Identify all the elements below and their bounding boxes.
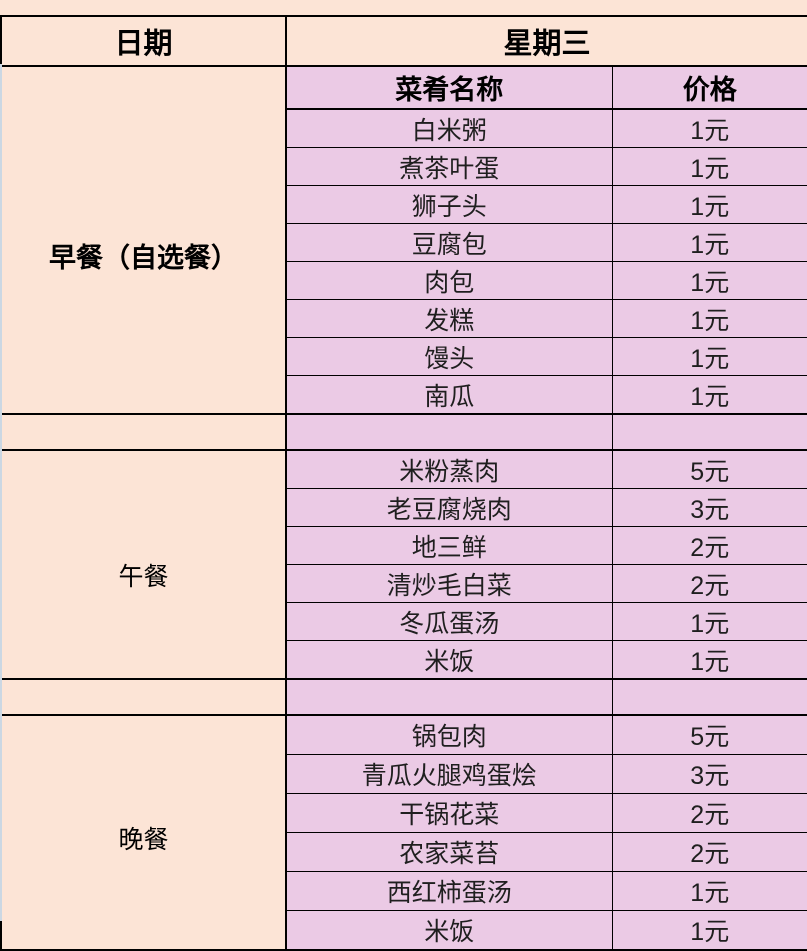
menu-row: 清炒毛白菜 2元: [1, 564, 807, 603]
dish-name-cell: 冬瓜蛋汤: [286, 602, 613, 641]
dish-name-cell: 肉包: [286, 261, 613, 300]
separator-row: [1, 678, 807, 716]
price-cell: 1元: [612, 261, 807, 300]
dish-name-cell: 豆腐包: [286, 223, 613, 262]
subheader-row: 早餐（自选餐） 菜肴名称 价格: [1, 66, 807, 414]
price-cell: 1元: [612, 185, 807, 224]
price-cell: 1元: [612, 375, 807, 415]
price-cell: 3元: [612, 488, 807, 527]
dish-name-cell: 馒头: [286, 337, 613, 376]
price-cell: 2元: [612, 793, 807, 833]
dish-name-cell: 米粉蒸肉: [286, 449, 613, 489]
menu-row: 地三鲜 2元: [1, 526, 807, 565]
header-row: 日期 星期三: [1, 16, 807, 67]
menu-row: 南瓜 1元: [1, 375, 807, 415]
section-dinner-cell: 晚餐: [1, 714, 287, 951]
dish-name-cell: 清炒毛白菜: [286, 564, 613, 603]
menu-row: 白米粥 1元: [1, 108, 807, 148]
section-lunch-cell: 午餐: [1, 449, 287, 680]
menu-row: 午餐 米粉蒸肉 5元: [1, 449, 807, 680]
dish-name-cell: 锅包肉: [286, 714, 613, 755]
dish-name-cell: 白米粥: [286, 108, 613, 148]
dish-name-cell: 干锅花菜: [286, 793, 613, 833]
price-cell: 5元: [612, 449, 807, 489]
dish-name-cell: 青瓜火腿鸡蛋烩: [286, 754, 613, 794]
dish-name-cell: 米饭: [286, 910, 613, 951]
menu-row: 冬瓜蛋汤 1元: [1, 602, 807, 641]
menu-row: 干锅花菜 2元: [1, 793, 807, 833]
menu-row: 煮茶叶蛋 1元: [1, 147, 807, 186]
menu-row: 肉包 1元: [1, 261, 807, 300]
weekday-header-cell: 星期三: [286, 16, 807, 67]
price-cell: 2元: [612, 564, 807, 603]
date-header-cell: 日期: [1, 16, 287, 67]
dish-name-cell: 狮子头: [286, 185, 613, 224]
dish-name-cell: 南瓜: [286, 375, 613, 415]
section-breakfast-cell: 早餐（自选餐）: [1, 66, 287, 414]
dish-name-cell: 煮茶叶蛋: [286, 147, 613, 186]
price-cell: 2元: [612, 832, 807, 872]
menu-row: 豆腐包 1元: [1, 223, 807, 262]
price-cell: 3元: [612, 754, 807, 794]
menu-row: 晚餐 锅包肉 5元: [1, 714, 807, 951]
price-cell: 1元: [612, 910, 807, 951]
dish-name-cell: 老豆腐烧肉: [286, 488, 613, 527]
menu-row: 馒头 1元: [1, 337, 807, 376]
dish-column-header: 菜肴名称: [286, 66, 613, 110]
price-cell: 1元: [612, 337, 807, 376]
menu-row: 发糕 1元: [1, 299, 807, 338]
menu-row: 狮子头 1元: [1, 185, 807, 224]
price-cell: 5元: [612, 714, 807, 755]
price-cell: 1元: [612, 223, 807, 262]
separator-row: [1, 413, 807, 451]
price-cell: 1元: [612, 299, 807, 338]
price-cell: 1元: [612, 871, 807, 911]
dish-name-cell: 地三鲜: [286, 526, 613, 565]
menu-row: 米饭 1元: [1, 640, 807, 680]
price-cell: 1元: [612, 602, 807, 641]
dish-name-cell: 米饭: [286, 640, 613, 680]
price-cell: 1元: [612, 640, 807, 680]
dish-name-cell: 农家菜苔: [286, 832, 613, 872]
price-cell: 2元: [612, 526, 807, 565]
price-cell: 1元: [612, 108, 807, 148]
dish-name-cell: 发糕: [286, 299, 613, 338]
menu-row: 西红柿蛋汤 1元: [1, 871, 807, 911]
menu-row: 农家菜苔 2元: [1, 832, 807, 872]
dish-name-cell: 西红柿蛋汤: [286, 871, 613, 911]
price-column-header: 价格: [612, 66, 807, 110]
left-edge-strip: [0, 64, 2, 921]
menu-row: 青瓜火腿鸡蛋烩 3元: [1, 754, 807, 794]
menu-table: 日期 星期三 早餐（自选餐） 菜肴名称 价格 白米粥 1元 煮茶叶蛋 1元 狮子…: [0, 15, 807, 951]
price-cell: 1元: [612, 147, 807, 186]
